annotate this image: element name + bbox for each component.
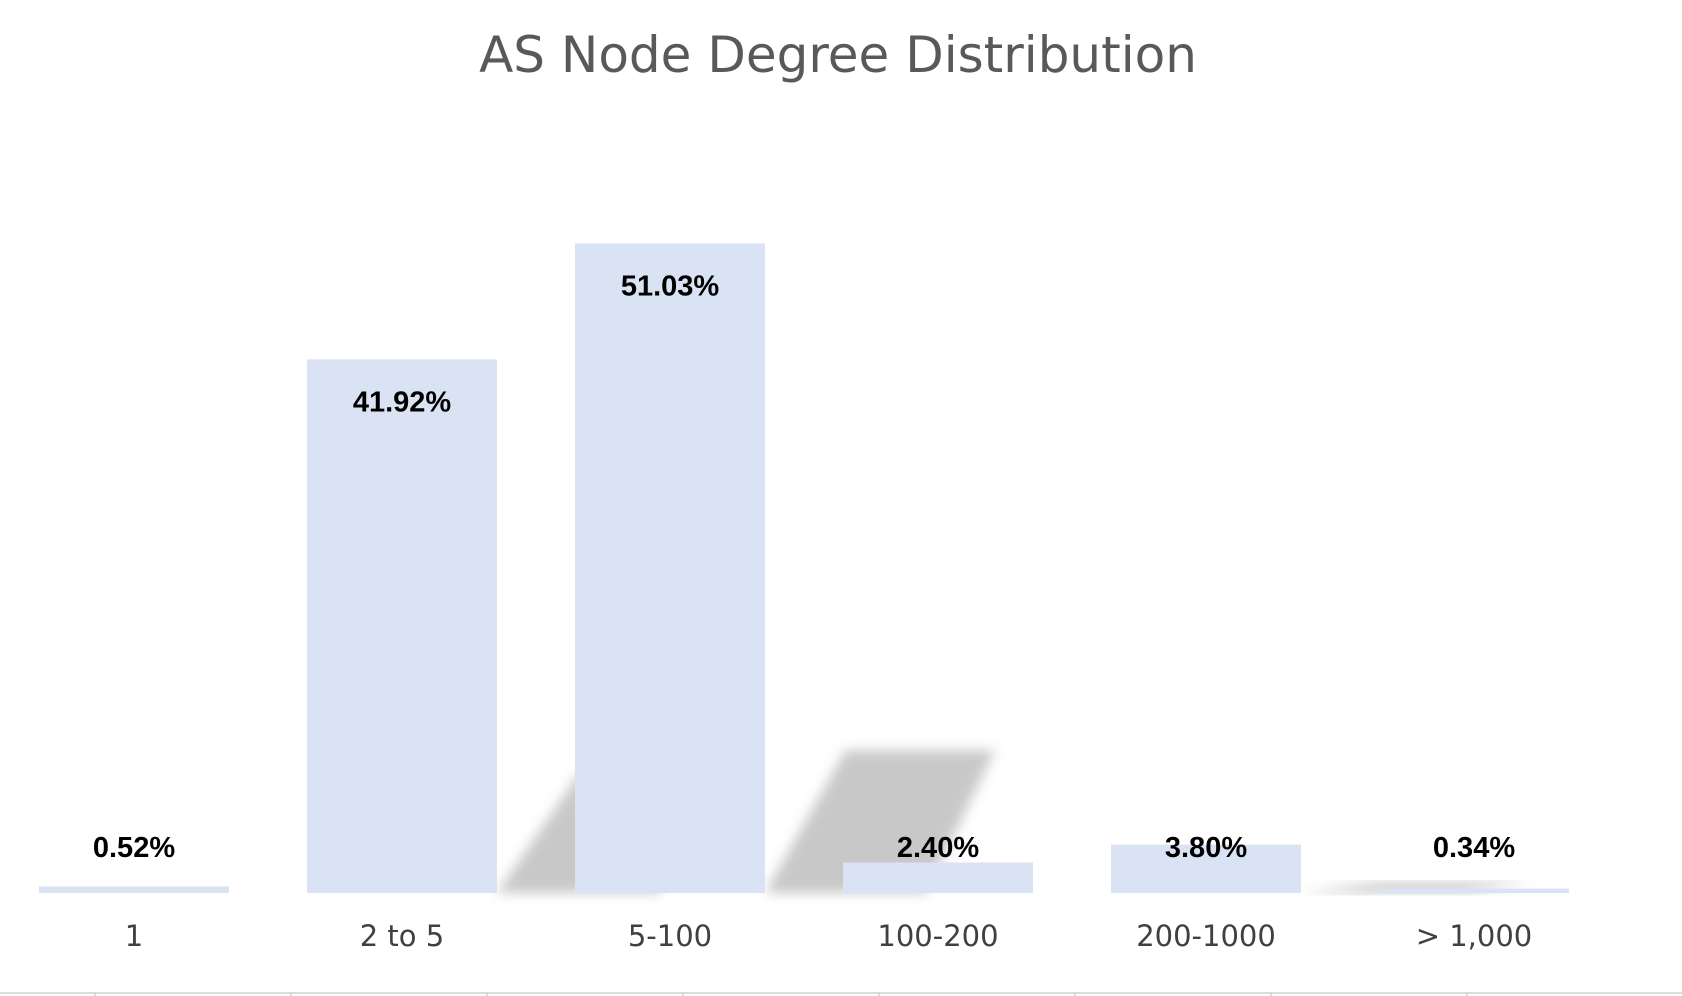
value-labels: 0.52% 41.92% 51.03% 2.40% 3.80% 0.34% [93,270,1515,864]
value-label: 2.40% [897,832,979,864]
bars [39,243,1569,893]
bar [39,886,229,893]
value-label: 0.34% [1433,832,1515,864]
category-label: > 1,000 [1416,919,1533,953]
value-label: 0.52% [93,832,175,864]
bar [1111,844,1301,893]
bar [843,862,1033,893]
bar [1379,888,1569,893]
category-label: 1 [125,919,143,953]
category-label: 100-200 [877,919,998,953]
chart-title: AS Node Degree Distribution [479,26,1197,84]
category-label: 2 to 5 [360,919,444,953]
value-label: 51.03% [621,270,720,302]
value-label: 41.92% [353,386,452,418]
bar-shadow [765,750,995,893]
value-label: 3.80% [1165,832,1247,864]
bar [575,243,765,893]
category-labels: 1 2 to 5 5-100 100-200 200-1000 > 1,000 [125,919,1533,953]
bar [307,359,497,893]
category-label: 200-1000 [1136,919,1276,953]
category-label: 5-100 [628,919,712,953]
